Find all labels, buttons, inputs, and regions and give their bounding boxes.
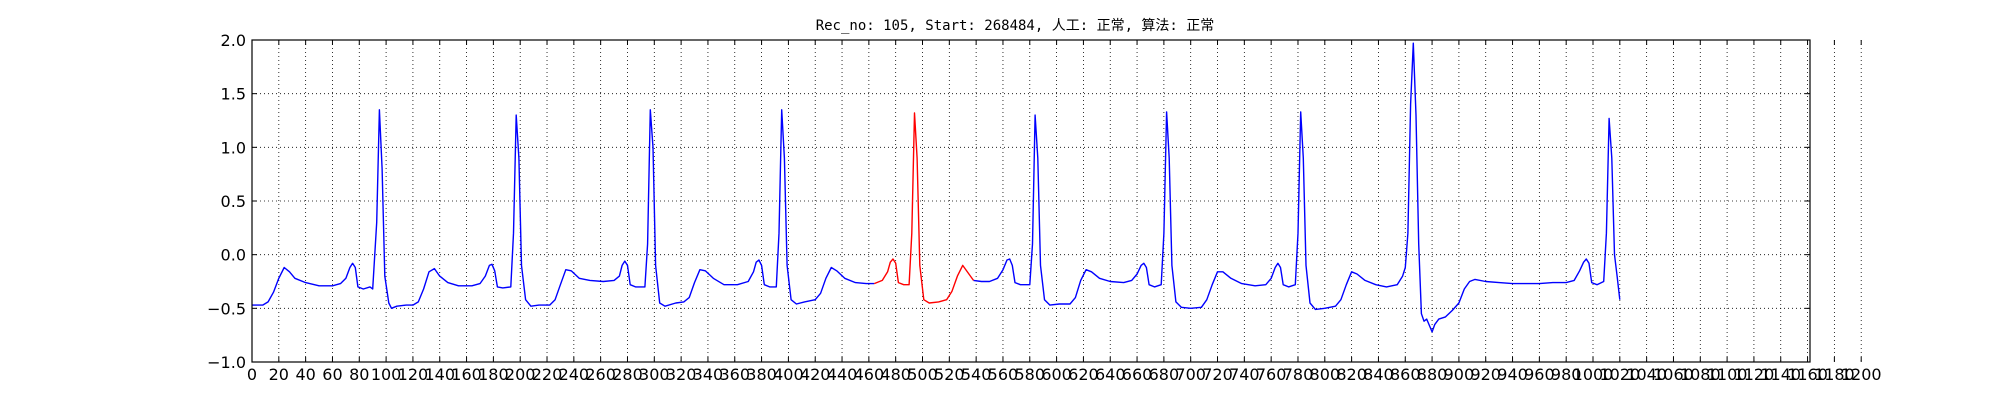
x-tick-label: 980 (1551, 365, 1582, 384)
x-tick-label: 160 (451, 365, 482, 384)
x-tick-label: 120 (398, 365, 429, 384)
x-tick-label: 560 (988, 365, 1019, 384)
x-tick-label: 440 (827, 365, 858, 384)
y-tick-label: −0.5 (207, 299, 246, 318)
x-tick-label: 500 (907, 365, 938, 384)
x-tick-label: 520 (934, 365, 965, 384)
x-tick-label: 1140 (1760, 365, 1801, 384)
x-tick-label: 1180 (1814, 365, 1855, 384)
x-tick-label: 600 (1041, 365, 1072, 384)
x-tick-label: 300 (639, 365, 670, 384)
x-tick-label: 720 (1202, 365, 1233, 384)
x-tick-label: 1060 (1653, 365, 1694, 384)
x-tick-label: 660 (1122, 365, 1153, 384)
series-layer (252, 42, 1621, 333)
y-axis: −1.0 −0.5 0.0 0.5 1.0 1.5 2.0 (207, 31, 1810, 372)
x-tick-label: 80 (349, 365, 369, 384)
x-tick-label: 780 (1283, 365, 1314, 384)
x-tick-label: 100 (371, 365, 402, 384)
x-tick-label: 1100 (1707, 365, 1748, 384)
x-tick-label: 1120 (1734, 365, 1775, 384)
x-tick-label: 400 (773, 365, 804, 384)
y-tick-label: 0.0 (221, 246, 246, 265)
grid (252, 40, 1862, 362)
x-tick-label: 380 (746, 365, 777, 384)
ecg-trace-segment (973, 42, 1621, 333)
x-tick-label: 60 (322, 365, 342, 384)
x-tick-label: 280 (612, 365, 643, 384)
x-tick-label: 940 (1497, 365, 1528, 384)
x-tick-label: 540 (961, 365, 992, 384)
x-tick-label: 1080 (1680, 365, 1721, 384)
ecg-trace-segment (252, 109, 875, 309)
x-tick-label: 360 (719, 365, 750, 384)
x-tick-label: 1020 (1599, 365, 1640, 384)
x-tick-label: 880 (1417, 365, 1448, 384)
x-tick-label: 40 (295, 365, 315, 384)
x-tick-label: 840 (1363, 365, 1394, 384)
chart-title: Rec_no: 105, Start: 268484, 人工: 正常, 算法: … (816, 18, 1215, 34)
x-tick-label: 460 (854, 365, 885, 384)
x-tick-label: 340 (693, 365, 724, 384)
y-tick-label: 1.5 (221, 85, 246, 104)
x-axis: 0 20 40 60 80 1001201401601802002202402602803… (247, 40, 1882, 384)
x-tick-label: 1160 (1787, 365, 1828, 384)
x-tick-label: 960 (1524, 365, 1555, 384)
x-tick-label: 580 (1015, 365, 1046, 384)
x-tick-label: 420 (800, 365, 831, 384)
x-tick-label: 820 (1336, 365, 1367, 384)
x-tick-label: 620 (1068, 365, 1099, 384)
x-tick-label: 180 (478, 365, 509, 384)
x-tick-label: 480 (880, 365, 911, 384)
y-tick-label: 0.5 (221, 192, 246, 211)
x-tick-label: 260 (585, 365, 616, 384)
x-tick-label: 0 (247, 365, 257, 384)
x-tick-label: 200 (505, 365, 536, 384)
x-tick-label: 800 (1310, 365, 1341, 384)
y-tick-label: 2.0 (221, 31, 246, 50)
x-tick-label: 20 (269, 365, 289, 384)
x-tick-label: 240 (559, 365, 590, 384)
y-tick-label: −1.0 (207, 353, 246, 372)
x-tick-label: 320 (666, 365, 697, 384)
x-tick-label: 640 (1095, 365, 1126, 384)
x-tick-label: 760 (1256, 365, 1287, 384)
y-tick-label: 1.0 (221, 138, 246, 157)
x-tick-label: 1000 (1573, 365, 1614, 384)
x-tick-label: 700 (1175, 365, 1206, 384)
x-tick-label: 1200 (1841, 365, 1882, 384)
x-tick-label: 680 (1149, 365, 1180, 384)
ecg-highlight-segment (873, 112, 975, 304)
x-tick-label: 900 (1444, 365, 1475, 384)
x-tick-label: 920 (1470, 365, 1501, 384)
x-tick-label: 140 (424, 365, 455, 384)
x-tick-label: 860 (1390, 365, 1421, 384)
x-tick-label: 740 (1229, 365, 1260, 384)
x-tick-label: 1040 (1626, 365, 1667, 384)
x-tick-label: 220 (532, 365, 563, 384)
